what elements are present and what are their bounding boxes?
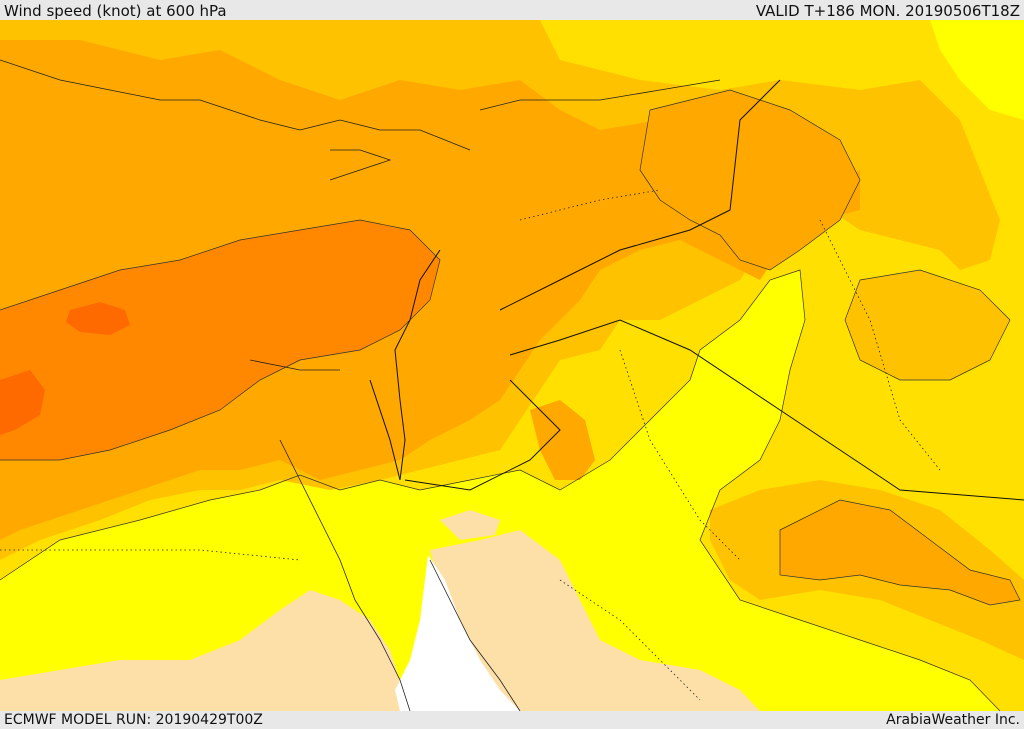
- contour-orange-jordan: [530, 400, 595, 480]
- contour-yellow-south: [0, 270, 1000, 711]
- model-run: ECMWF MODEL RUN: 20190429T00Z: [4, 712, 263, 728]
- contour-red-orange-west: [0, 370, 45, 435]
- footer-bar: ECMWF MODEL RUN: 20190429T00Z ArabiaWeat…: [0, 711, 1024, 729]
- contour-lines: [0, 89, 1021, 711]
- contour-red-orange-core: [66, 302, 130, 335]
- contour-dark-orange-blob: [295, 260, 372, 320]
- credit: ArabiaWeather Inc.: [886, 712, 1020, 728]
- contour-pale-patch: [440, 510, 500, 540]
- contour-yellow-northeast: [930, 20, 1024, 120]
- contour-pale-arabia: [430, 530, 760, 711]
- map-title: Wind speed (knot) at 600 hPa: [4, 2, 227, 20]
- wind-speed-map[interactable]: [0, 20, 1024, 711]
- country-borders: [369, 79, 1024, 501]
- red-sea: [395, 555, 520, 711]
- valid-time: VALID T+186 MON. 20190506T18Z: [755, 2, 1020, 20]
- contour-orange-east: [780, 500, 1020, 605]
- header-bar: Wind speed (knot) at 600 hPa VALID T+186…: [0, 0, 1024, 20]
- contour-pale-southwest: [0, 590, 410, 711]
- admin-boundaries: [0, 189, 941, 701]
- coastlines: [0, 59, 721, 711]
- contour-amber-gulf: [845, 270, 1010, 380]
- contour-orange-iraq: [640, 90, 860, 270]
